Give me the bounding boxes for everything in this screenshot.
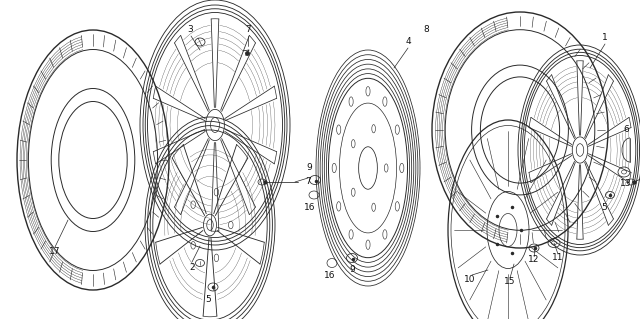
Text: 4: 4 [405,38,411,47]
Text: 9: 9 [349,265,355,275]
Text: 17: 17 [49,248,61,256]
Text: 8: 8 [423,26,429,34]
Text: 3: 3 [187,26,193,34]
Text: 12: 12 [528,256,540,264]
Text: 7: 7 [245,26,251,34]
Text: 16: 16 [304,203,316,211]
Text: 5: 5 [601,203,607,211]
Text: 16: 16 [324,271,336,280]
Text: 1: 1 [602,33,608,42]
Text: 13: 13 [620,179,632,188]
Text: 6: 6 [623,125,629,135]
Text: 15: 15 [504,278,516,286]
Text: 11: 11 [552,254,564,263]
Text: 7: 7 [305,177,311,187]
Text: 10: 10 [464,276,476,285]
Text: 2: 2 [189,263,195,272]
Text: 5: 5 [205,294,211,303]
Text: 9: 9 [306,164,312,173]
